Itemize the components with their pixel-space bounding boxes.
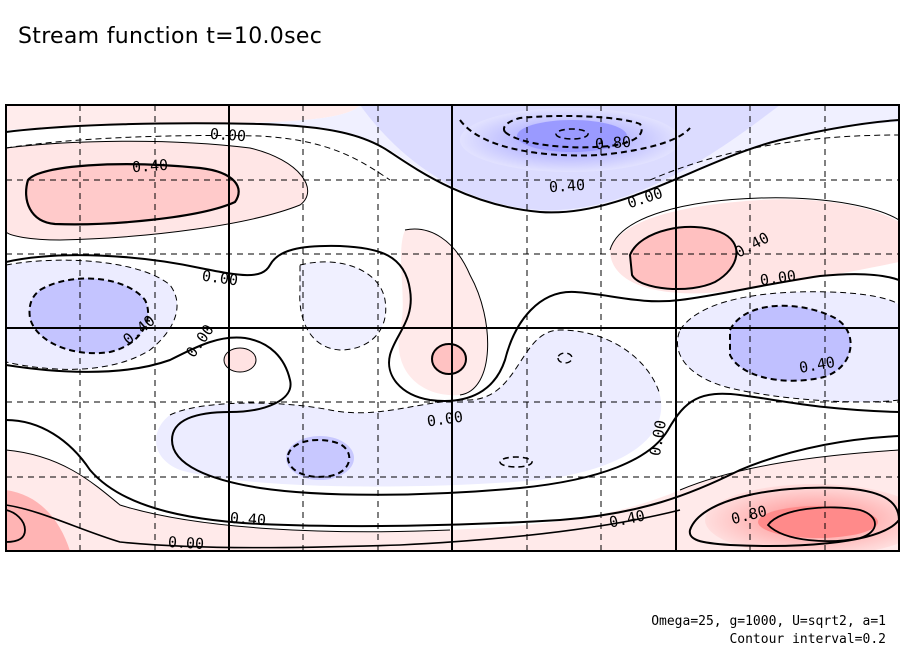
positive-region-top-band (6, 105, 360, 130)
contour-neg-0.8-top (502, 115, 643, 149)
contour-label: 0.00 (209, 125, 246, 145)
contour-lines (6, 119, 899, 549)
contour-label: 0.80 (594, 133, 631, 153)
contour-zero-bottom (6, 419, 899, 528)
contour-thin-neg-right (679, 291, 899, 331)
footer-contour-interval: Contour interval=0.2 (729, 632, 886, 647)
contour-pos-0.8-bottom-left (6, 509, 26, 543)
contour-neg-1.0-top (555, 128, 589, 140)
contour-thin-neg-lower (169, 329, 661, 416)
negative-core-lower-left (286, 436, 354, 480)
contour-pos-0.4-left-upper (25, 163, 240, 226)
contour-labels: 0.00 0.40 0.80 0.40 0.00 0.40 0.00 0.00 0.40 0.00… (119, 125, 837, 553)
contour-thin-neg-left (6, 259, 178, 370)
contour-pos-0.8-bottom-right (766, 506, 876, 542)
positive-spot-left-center (224, 348, 256, 372)
contour-neg-0.4-left (28, 277, 150, 355)
contour-pos-0.4-center (431, 343, 468, 375)
positive-core-center (431, 343, 467, 375)
grid (6, 105, 899, 551)
contour-neg-0.4-lower-left (286, 438, 351, 478)
contour-thin-neg-center (299, 261, 387, 351)
contour-pos-0.4-right-upper (628, 225, 738, 291)
contour-label: 0.00 (426, 408, 464, 431)
contour-label: 0.40 (131, 156, 168, 176)
contour-label: 0.00 (201, 267, 239, 290)
contour-zero-middle (6, 244, 899, 402)
positive-core-bottom-left (6, 490, 70, 551)
contour-zero-top (6, 119, 899, 214)
contour-thin-pos-bottom-right (679, 449, 899, 491)
footer-params: Omega=25, g=1000, U=sqrt2, a=1 (651, 614, 886, 629)
contour-thin-pos-right (609, 197, 899, 251)
contour-label: 0.00 (167, 533, 204, 553)
contour-neg-0.4-right (729, 304, 852, 382)
contour-thin-pos-spot (223, 347, 257, 373)
contour-thin-pos (6, 140, 309, 241)
negative-region-lower-center (156, 330, 662, 487)
contour-neg-0.4-lower-center (499, 456, 533, 468)
contour-label: 0.40 (229, 509, 266, 529)
contour-thin-pos-center (404, 228, 489, 396)
contour-label: 0.00 (646, 419, 670, 458)
contour-neg-0.4-top (459, 119, 691, 157)
contour-neg-0.4-center-dot (557, 352, 573, 364)
negative-core-right-middle (730, 305, 851, 381)
positive-core-left-upper (26, 164, 239, 225)
negative-core-left-middle (29, 278, 149, 354)
plot-frame (5, 104, 900, 552)
contour-label: 0.00 (759, 267, 797, 290)
positive-core-right-upper (630, 226, 737, 290)
chart-title: Stream function t=10.0sec (18, 24, 323, 49)
negative-contours (6, 115, 899, 478)
contour-zero-left-center (6, 336, 899, 496)
contour-thin-neg-right-low (677, 329, 899, 403)
contour-thin-pos-bottom (6, 449, 451, 533)
contour-label: 0.40 (798, 353, 837, 377)
contour-thin-neg-top (6, 135, 391, 181)
contour-label: 0.40 (548, 176, 585, 196)
contour-pos-0.4-bottom (6, 504, 681, 549)
